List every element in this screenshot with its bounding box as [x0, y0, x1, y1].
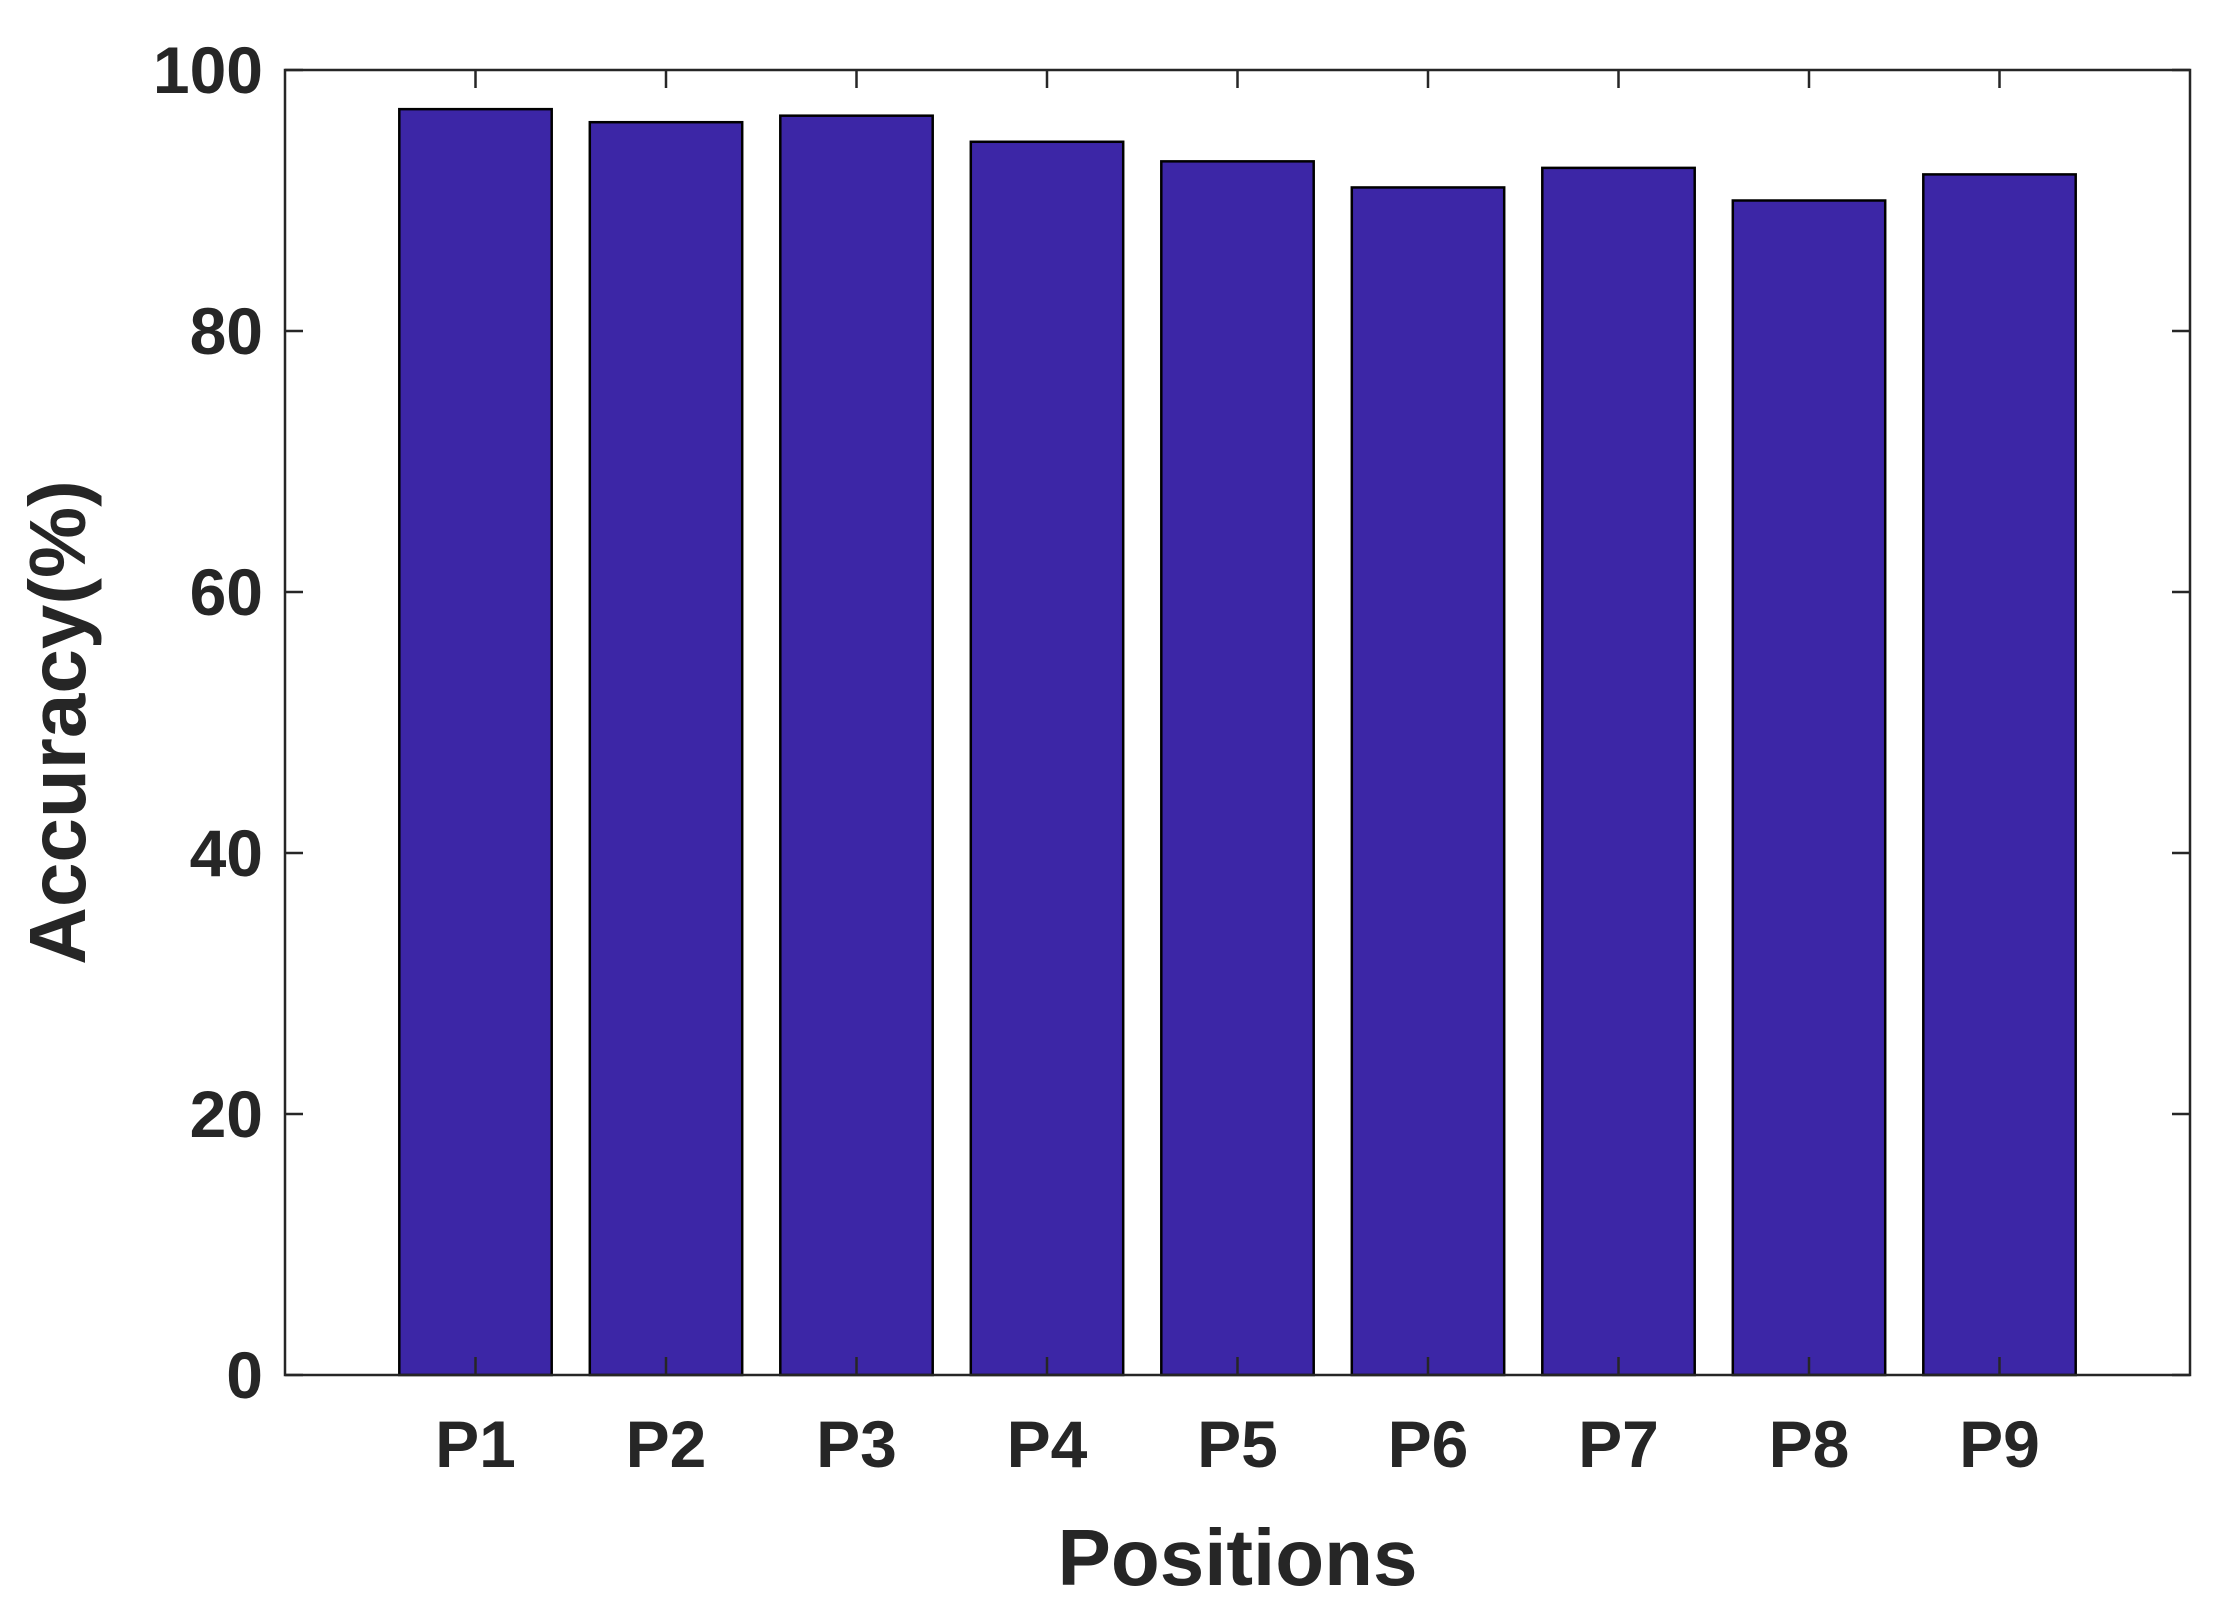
y-tick-label: 80: [190, 294, 263, 368]
bar-p9: [1922, 173, 2077, 1377]
bar-p3: [779, 114, 934, 1377]
x-tick-label: P3: [816, 1407, 897, 1481]
tick-labels-layer: 0 20 40 60 80 100 P1 P2 P3 P4 P5 P6 P7 P8 P9: [153, 33, 2040, 1481]
y-axis-title: Accuracy(%): [13, 480, 102, 965]
y-tick-label: 60: [190, 555, 263, 629]
bar-p6: [1350, 186, 1506, 1377]
x-tick-label: P1: [435, 1407, 516, 1481]
y-tick-label: 0: [226, 1338, 263, 1412]
bar-p1: [398, 107, 553, 1377]
bar-p8: [1731, 199, 1887, 1377]
x-tick-label: P2: [626, 1407, 707, 1481]
x-tick-label: P9: [1959, 1407, 2040, 1481]
x-tick-label: P7: [1578, 1407, 1659, 1481]
y-tick-label: 20: [190, 1077, 263, 1151]
x-tick-label: P4: [1007, 1407, 1088, 1481]
bar-p4: [969, 140, 1125, 1377]
bar-p5: [1160, 160, 1315, 1377]
x-tick-label: P5: [1197, 1407, 1278, 1481]
y-tick-label: 40: [190, 816, 263, 890]
bar-p2: [588, 120, 744, 1377]
y-tick-label: 100: [153, 33, 263, 107]
ticks-layer: [285, 68, 2190, 1377]
bar-p7: [1541, 166, 1696, 1377]
x-axis-title: Positions: [1057, 1513, 1417, 1602]
x-tick-label: P8: [1769, 1407, 1850, 1481]
bars-layer: [398, 107, 2077, 1377]
x-tick-label: P6: [1388, 1407, 1469, 1481]
